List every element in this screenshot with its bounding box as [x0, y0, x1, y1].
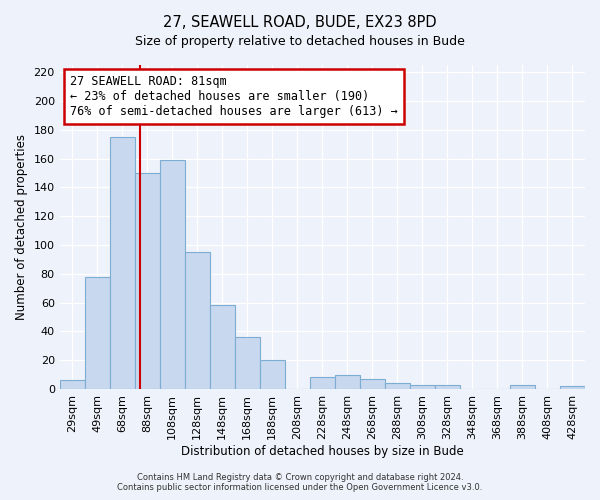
Bar	[510, 384, 535, 389]
Bar	[335, 374, 360, 389]
Bar	[560, 386, 585, 389]
Bar	[210, 306, 235, 389]
Text: 27 SEAWELL ROAD: 81sqm
← 23% of detached houses are smaller (190)
76% of semi-de: 27 SEAWELL ROAD: 81sqm ← 23% of detached…	[70, 74, 398, 118]
Y-axis label: Number of detached properties: Number of detached properties	[15, 134, 28, 320]
Bar	[360, 379, 385, 389]
Bar	[310, 378, 335, 389]
Bar	[385, 383, 410, 389]
Text: 27, SEAWELL ROAD, BUDE, EX23 8PD: 27, SEAWELL ROAD, BUDE, EX23 8PD	[163, 15, 437, 30]
Text: Size of property relative to detached houses in Bude: Size of property relative to detached ho…	[135, 35, 465, 48]
Bar	[435, 384, 460, 389]
Bar	[185, 252, 210, 389]
Bar	[85, 276, 110, 389]
Bar	[235, 337, 260, 389]
Bar	[160, 160, 185, 389]
Bar	[59, 380, 85, 389]
Bar	[410, 384, 435, 389]
X-axis label: Distribution of detached houses by size in Bude: Distribution of detached houses by size …	[181, 444, 464, 458]
Text: Contains HM Land Registry data © Crown copyright and database right 2024.
Contai: Contains HM Land Registry data © Crown c…	[118, 473, 482, 492]
Bar	[135, 173, 160, 389]
Bar	[110, 137, 135, 389]
Bar	[260, 360, 285, 389]
